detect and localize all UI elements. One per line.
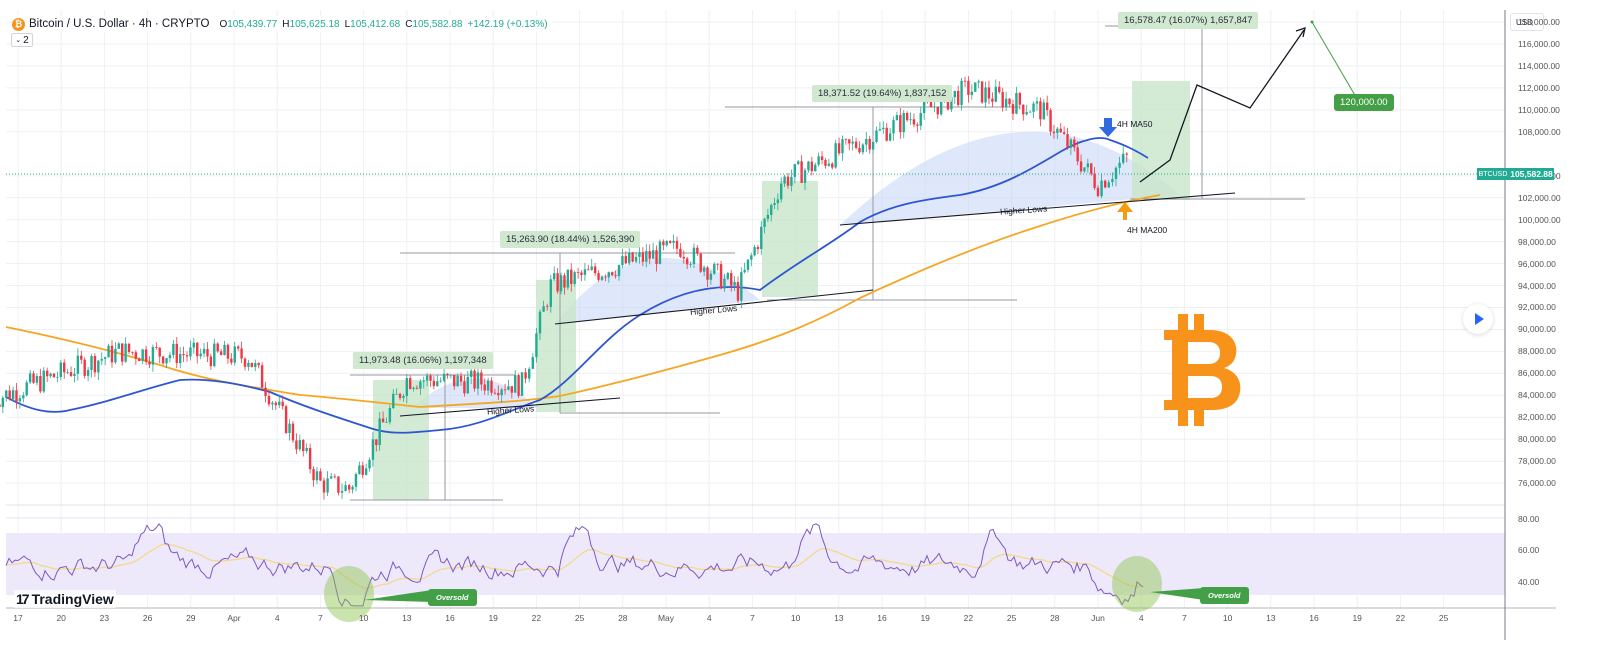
tradingview-logo[interactable]: 17 TradingView [14,590,116,608]
price-axis-label: 116,000.00 [1518,38,1560,49]
price-change: +142.19 (+0.13%) [467,18,548,30]
symbol-title: Bitcoin / U.S. Dollar · 4h · CRYPTO [29,18,210,30]
price-axis-label: 80,000.00 [1518,434,1556,445]
indicators-toggle-button[interactable]: ⌄ 2 [11,33,33,47]
price-axis-label: 98,000.00 [1518,236,1556,247]
price-axis-label: 108,000.00 [1518,126,1561,137]
time-axis-label: 19 [920,613,930,623]
time-axis-label: 4 [274,613,280,623]
measure-label-1[interactable]: 11,973.48 (16.06%) 1,197,348 [353,352,493,369]
ma200-line[interactable] [5,194,1161,408]
price-axis-label: 94,000.00 [1518,280,1556,291]
price-axis-label: 82,000.00 [1518,412,1556,423]
currency-selector[interactable]: USD [1510,13,1544,31]
rsi-axis-label: 60.00 [1518,545,1540,555]
target-price-label[interactable]: 120,000.00 [1334,94,1394,111]
time-axis-label: 22 [963,613,974,623]
measure-label-3[interactable]: 18,371.52 (19.64%) 1,837,152 [812,85,953,102]
time-axis-label: 22 [531,613,542,623]
time-axis-label: 28 [1050,613,1060,623]
time-axis-label: 16 [877,613,887,623]
projection-path[interactable] [1139,29,1305,183]
ma200-arrow-icon [1117,202,1133,220]
time-axis-label: 7 [1182,613,1187,623]
price-axis-label: 78,000.00 [1518,456,1556,467]
time-axis-label: 7 [318,613,323,623]
time-axis-label: 4 [1138,613,1144,623]
ma50-line[interactable] [5,137,1149,434]
price-axis-label: 88,000.00 [1518,346,1556,357]
bitcoin-icon: ₿ [12,17,25,31]
price-axis-label: 90,000.00 [1518,324,1556,335]
support-lines[interactable] [399,192,1236,417]
time-axis-label: Apr [227,613,241,623]
rsi-axis-label: 40.00 [1518,577,1540,587]
rsi-ma-line [5,543,1143,589]
price-axis-label: 100,000.00 [1518,214,1561,225]
rsi-axis-label: 80.00 [1518,514,1540,524]
time-axis-label: 28 [618,613,628,623]
time-axis-label: 13 [402,613,412,623]
time-axis-label: 25 [1438,613,1449,623]
time-axis-label: 16 [445,613,455,623]
price-axis-label: 76,000.00 [1518,478,1556,489]
ma50-arrow-icon [1099,118,1117,137]
ma50-label[interactable]: 4H MA50 [1117,119,1153,129]
oversold-circle-1 [324,566,374,622]
time-axis-label: 10 [358,613,369,623]
time-axis-label: 26 [142,613,153,623]
ohlc-values: O105,439.77 H105,625.18 L105,412.68 C105… [219,18,548,30]
time-axis-label: 29 [186,613,196,623]
price-axis-label: 86,000.00 [1518,368,1556,379]
price-axis-label: 118,000.00 [1518,17,1560,27]
time-axis-label: 4 [706,613,712,623]
price-axis-label: 114,000.00 [1518,60,1560,71]
price-axis-label: 110,000.00 [1518,104,1560,115]
ma200-label[interactable]: 4H MA200 [1127,225,1168,235]
measure-label-4[interactable]: 16,578.47 (16.07%) 1,657,847 [1118,12,1259,29]
price-axis-label: 102,000.00 [1518,192,1561,203]
scroll-to-realtime-button[interactable] [1463,304,1493,334]
time-axis-label: 10 [1222,613,1233,623]
time-axis-label: 20 [56,613,66,623]
candlesticks [0,76,1128,500]
symbol-price-tag: BTCUSD [1477,168,1509,180]
time-axis-label: 7 [750,613,755,623]
time-axis-label: 17 [13,613,23,623]
symbol-header[interactable]: ₿ Bitcoin / U.S. Dollar · 4h · CRYPTO O1… [12,16,552,32]
last-price-tag: 105,582.88 [1509,168,1554,180]
oversold-label-1[interactable]: Oversold [428,589,477,606]
time-axis-label: Jun [1091,613,1105,623]
measure-label-2[interactable]: 15,263.90 (18.44%) 1,526,390 [500,231,641,248]
grid-lines [6,10,1505,608]
time-axis-label: 19 [488,613,498,623]
chevron-down-icon: ⌄ [15,37,22,44]
time-axis-label: 25 [574,613,585,623]
tradingview-mark-icon: 17 [16,591,30,607]
bitcoin-logo-icon [1164,314,1241,426]
price-axis-label: 96,000.00 [1518,258,1556,269]
play-icon [1475,313,1484,325]
rsi-line [5,523,1144,607]
price-axis-label: 84,000.00 [1518,390,1556,401]
rsi-band [6,533,1505,595]
time-axis-label: 13 [1266,613,1276,623]
time-axis-label: 16 [1309,613,1319,623]
time-axis-label: 13 [834,613,844,623]
time-axis-label: 23 [99,613,110,623]
time-axis-label: 22 [1395,613,1406,623]
time-axis-label: 10 [790,613,801,623]
price-axis-label: 112,000.00 [1518,82,1560,93]
oversold-label-2[interactable]: Oversold [1200,587,1249,604]
oversold-circle-2 [1112,556,1162,612]
price-axis-label: 92,000.00 [1518,302,1556,313]
time-axis-label: May [657,613,675,623]
time-axis-label: 19 [1352,613,1362,623]
time-axis-label: 25 [1006,613,1017,623]
